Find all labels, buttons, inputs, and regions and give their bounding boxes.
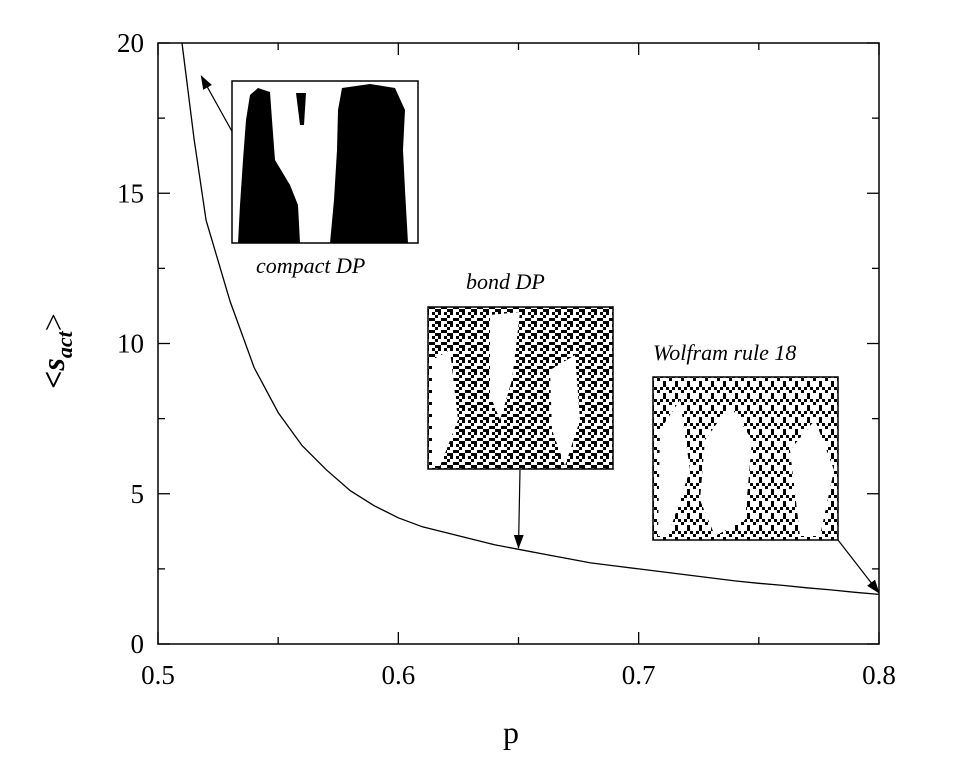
axis-tick-labels: 0.5 0.6 0.7 0.8 0 5 10 15 20 bbox=[117, 28, 896, 690]
inset-wolfram-white-gap-2 bbox=[658, 400, 690, 536]
inset-wolfram-white-gap-1 bbox=[700, 405, 752, 536]
inset-compact-dp: compact DP bbox=[231, 80, 419, 278]
inset-compact-dp-cluster-left bbox=[238, 88, 300, 243]
y-axis-label-close: > bbox=[35, 313, 71, 331]
inset-bond-dp-white-gap-1 bbox=[490, 312, 520, 420]
inset-wolfram-white-gap-3 bbox=[790, 420, 834, 536]
annotation-arrow bbox=[513, 469, 524, 549]
inset-bond-dp-label: bond DP bbox=[466, 269, 545, 294]
x-tick-label: 0.8 bbox=[862, 660, 896, 690]
x-axis-label: p bbox=[503, 714, 519, 750]
y-tick-label: 0 bbox=[131, 629, 145, 659]
x-tick-label: 0.7 bbox=[622, 660, 656, 690]
inset-compact-dp-cluster-small bbox=[296, 93, 306, 125]
series-group bbox=[181, 42, 880, 596]
inset-bond-dp-white-gap-2 bbox=[550, 355, 580, 466]
inset-compact-dp-cluster-right bbox=[330, 84, 408, 243]
inset-compact-dp-label: compact DP bbox=[256, 253, 365, 278]
y-axis-label-subscript: act bbox=[52, 330, 77, 358]
inset-bond-dp: bond DP bbox=[427, 269, 614, 470]
x-tick-label: 0.6 bbox=[381, 660, 415, 690]
y-axis-label-base: <s bbox=[35, 358, 71, 389]
annotation-arrow bbox=[837, 539, 880, 594]
inset-wolfram-rule-18: Wolfram rule 18 bbox=[652, 340, 839, 541]
inset-bond-dp-white-gap-3 bbox=[432, 350, 458, 466]
y-axis-label: <sact> bbox=[35, 313, 77, 389]
inset-wolfram-label: Wolfram rule 18 bbox=[653, 340, 796, 365]
y-tick-label: 15 bbox=[117, 178, 144, 208]
x-tick-label: 0.5 bbox=[141, 660, 175, 690]
y-tick-label: 5 bbox=[131, 479, 145, 509]
y-tick-label: 20 bbox=[117, 28, 144, 58]
y-tick-label: 10 bbox=[117, 329, 144, 359]
axis-ticks bbox=[157, 42, 880, 645]
series-line bbox=[181, 42, 880, 596]
